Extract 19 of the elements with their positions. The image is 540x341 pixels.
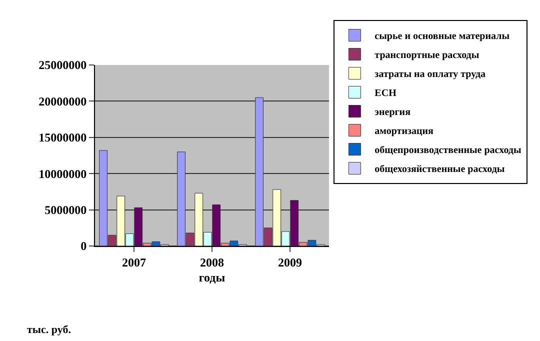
x-tick-label: 2009 [278,255,302,270]
x-tick-label: 2007 [122,255,146,270]
y-tick-label: 25000000 [38,58,87,72]
y-axis-title: тыс. руб. [27,324,72,336]
legend-label: затраты на оплату труда [374,69,486,80]
y-tick-label: 20000000 [38,94,87,108]
y-tick-label: 15000000 [38,130,87,145]
y-tick-label: 10000000 [38,166,87,181]
legend-label: общепроизводственные расходы [374,145,522,156]
x-tick-label: 2008 [200,255,224,270]
y-tick-label: 0 [80,239,87,254]
legend-label: энергия [374,107,412,118]
x-axis-title: годы [198,270,226,284]
legend-label: транспортные расходы [374,50,480,62]
legend-label: ЕСН [374,88,397,100]
legend-label: сырье и основные материалы [374,31,510,42]
legend-label: общехозяйственные расходы [374,164,505,176]
y-tick-label: 5000000 [44,203,87,217]
legend-label: амортизация [374,126,434,138]
